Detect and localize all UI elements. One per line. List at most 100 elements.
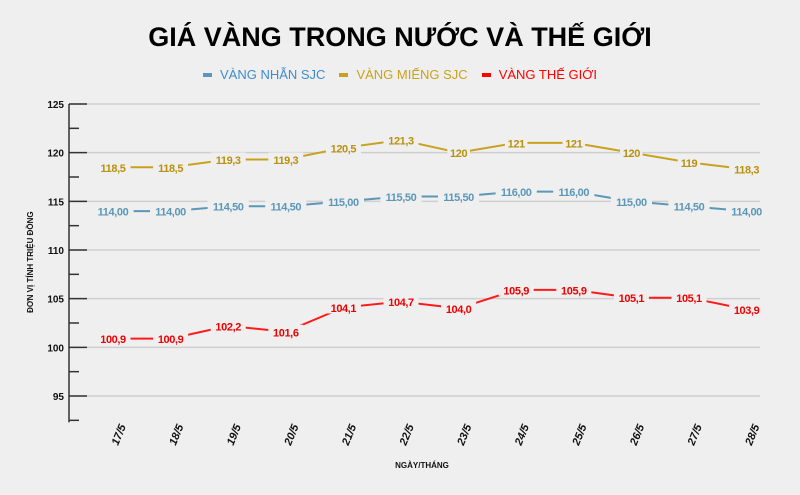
data-label: 118,5 <box>101 163 126 175</box>
data-label-bg <box>671 290 707 304</box>
data-label-bg <box>383 294 419 308</box>
data-label: 118,3 <box>734 165 759 177</box>
data-label: 102,2 <box>215 321 241 333</box>
data-label: 118,5 <box>158 163 183 175</box>
legend-swatch <box>339 72 349 77</box>
data-label: 114,50 <box>213 202 244 214</box>
x-tick-label: 21/5 <box>340 422 360 448</box>
data-label: 115,00 <box>328 197 359 209</box>
data-label: 114,00 <box>155 207 186 219</box>
data-label: 100,9 <box>100 334 126 346</box>
data-label-bg <box>613 290 649 304</box>
data-label-bg <box>726 204 768 218</box>
data-label: 105,9 <box>561 285 587 297</box>
data-label-bg <box>95 160 131 174</box>
data-label-bg <box>268 152 304 166</box>
data-label-bg <box>553 184 595 198</box>
chart-title: GIÁ VÀNG TRONG NƯỚC VÀ THẾ GIỚI <box>148 22 652 52</box>
data-label-bg <box>153 331 189 345</box>
data-label-bg <box>504 135 528 149</box>
data-label-bg <box>610 194 652 208</box>
data-label-bg <box>668 199 710 213</box>
x-tick-label: 25/5 <box>570 422 590 448</box>
data-label: 116,00 <box>501 187 532 199</box>
x-axis-label: NGÀY/THÁNG <box>395 461 449 470</box>
data-label: 115,50 <box>386 192 417 204</box>
data-label-bg <box>92 204 134 218</box>
x-tick-label: 18/5 <box>167 422 186 447</box>
data-label: 114,00 <box>98 207 129 219</box>
data-label: 114,50 <box>270 202 301 214</box>
data-label-bg <box>325 140 361 154</box>
data-label: 104,0 <box>446 304 472 316</box>
data-label-bg <box>207 199 249 213</box>
data-label: 100,9 <box>158 334 184 346</box>
data-label-bg <box>210 152 246 166</box>
data-label: 105,1 <box>676 293 702 305</box>
data-label: 120,5 <box>331 143 357 155</box>
y-tick-label: 110 <box>48 246 65 257</box>
x-tick-label: 27/5 <box>685 422 705 448</box>
series-line-1 <box>113 138 747 171</box>
x-tick-label: 22/5 <box>397 422 417 448</box>
data-label-bg <box>265 199 307 213</box>
data-label-bg <box>150 204 192 218</box>
data-label-bg <box>95 331 131 345</box>
y-tick-label: 100 <box>47 343 64 354</box>
data-label-bg <box>441 301 477 315</box>
data-label: 103,9 <box>734 305 760 317</box>
data-label-bg <box>447 145 470 159</box>
data-label-bg <box>562 135 586 149</box>
legend-label: VÀNG MIẾNG SJC <box>356 67 468 82</box>
data-label: 119,3 <box>273 155 298 167</box>
legend-label: VÀNG NHẪN SJC <box>219 67 326 82</box>
legend-swatch <box>481 72 491 77</box>
legend-label: VÀNG THẾ GIỚI <box>498 67 598 82</box>
data-label: 121 <box>508 138 525 150</box>
data-label: 114,50 <box>674 202 705 214</box>
y-tick-label: 95 <box>53 392 65 403</box>
x-tick-label: 24/5 <box>512 422 532 448</box>
legend-item-vang-the-gioi: VÀNG THẾ GIỚI <box>481 67 598 82</box>
data-label: 101,6 <box>273 327 299 339</box>
data-label-bg <box>438 189 480 203</box>
data-label: 115,00 <box>616 197 647 209</box>
data-label-bg <box>495 184 537 198</box>
data-label: 105,1 <box>619 293 645 305</box>
data-label: 116,00 <box>558 187 589 199</box>
data-label-bg <box>268 324 304 338</box>
data-label: 104,7 <box>388 297 414 309</box>
data-label: 114,00 <box>731 207 762 219</box>
data-label: 121 <box>565 138 582 150</box>
data-label: 121,3 <box>388 136 414 148</box>
data-label-bg <box>153 160 189 174</box>
data-label: 115,50 <box>443 192 474 204</box>
y-tick-label: 115 <box>48 197 65 208</box>
x-tick-label: 19/5 <box>225 422 244 447</box>
data-label-bg <box>322 194 364 208</box>
data-label: 119,3 <box>216 155 241 167</box>
data-label-bg <box>380 189 422 203</box>
data-label-bg <box>383 133 419 147</box>
x-tick-label: 23/5 <box>455 422 475 448</box>
legend-item-vang-nhan: VÀNG NHẪN SJC <box>202 67 326 82</box>
data-label-bg <box>620 145 643 159</box>
x-tick-label: 17/5 <box>110 422 129 447</box>
legend-item-vang-mieng: VÀNG MIẾNG SJC <box>339 67 468 82</box>
data-label-bg <box>210 318 246 332</box>
legend-swatch <box>202 72 212 77</box>
y-axis-label: ĐƠN VỊ TÍNH TRIỆU ĐỒNG <box>25 211 35 313</box>
legend: VÀNG NHẪN SJC VÀNG MIẾNG SJC VÀNG THẾ GI… <box>0 67 800 82</box>
data-label-bg <box>729 302 765 316</box>
y-tick-label: 105 <box>47 295 64 306</box>
x-tick-label: 26/5 <box>628 422 648 448</box>
x-tick-label: 28/5 <box>743 422 763 448</box>
data-label: 104,1 <box>331 303 357 315</box>
series-line-2 <box>113 288 747 340</box>
data-label: 120 <box>623 148 640 160</box>
data-label-bg <box>556 282 592 296</box>
data-label: 119 <box>681 158 698 170</box>
data-label-bg <box>729 162 765 176</box>
data-label-bg <box>325 300 361 314</box>
